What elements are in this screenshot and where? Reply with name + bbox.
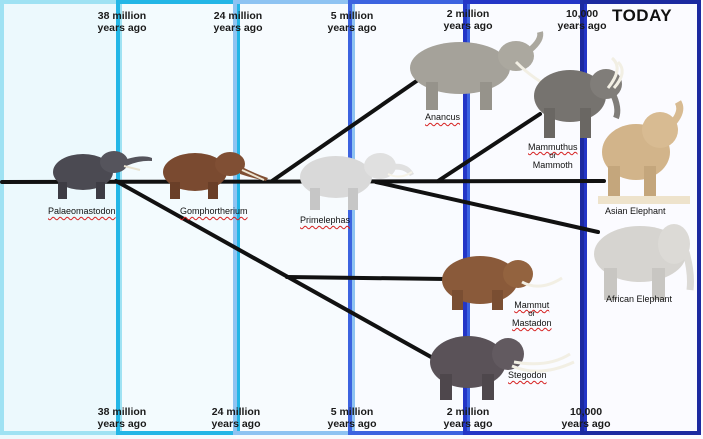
today-heading: TODAY	[612, 6, 673, 25]
label-primelephas: Primelephas	[300, 215, 351, 225]
era-frame-1	[0, 0, 122, 435]
label-african-elephant: African Elephant	[606, 294, 673, 304]
label-mastodon-line3: Mastadon	[512, 318, 552, 328]
time-label-line1: 10,000	[565, 8, 599, 20]
time-label-top-24m: 24 million years ago	[198, 10, 278, 34]
time-label-top-10k: 10,000 years ago	[542, 8, 622, 32]
primelephas-illustration	[300, 153, 414, 210]
gomphotherium-illustration	[163, 152, 268, 199]
time-label-line1: 24 million	[213, 10, 263, 22]
label-stegodon: Stegodon	[508, 370, 547, 380]
era-frame-5	[463, 0, 587, 435]
era-band-3	[236, 0, 352, 439]
anancus-illustration	[410, 31, 557, 110]
label-mammoth-line3: Mammoth	[532, 160, 573, 170]
time-label-bottom-10k: 10,000 years ago	[546, 406, 626, 430]
time-label-line2: years ago	[443, 20, 493, 32]
branch-to-stegodon	[114, 179, 442, 364]
time-label-line2: years ago	[561, 418, 611, 430]
era-frame-2	[116, 0, 240, 435]
label-mammoth-line2: or	[549, 151, 557, 160]
label-palaeomastodon: Palaeomastodon	[48, 206, 116, 216]
time-label-line2: years ago	[327, 418, 377, 430]
time-label-bottom-38m: 38 million years ago	[82, 406, 162, 430]
time-label-top-38m: 38 million years ago	[82, 10, 162, 34]
label-mastodon-line1: Mammut	[514, 300, 550, 310]
time-label-line2: years ago	[557, 20, 607, 32]
label-mastodon: Mammut or Mastadon	[512, 300, 552, 328]
era-frame-4	[348, 0, 470, 435]
time-label-line1: 24 million	[211, 406, 261, 418]
label-gomphotherium: Gomphortherium	[180, 206, 248, 216]
label-mammoth: Mammuthus or Mammoth	[528, 142, 578, 170]
time-label-bottom-2m: 2 million years ago	[428, 406, 508, 430]
time-label-line2: years ago	[97, 22, 147, 34]
era-frame-3	[233, 0, 355, 435]
time-label-bottom-24m: 24 million years ago	[196, 406, 276, 430]
era-band-1	[0, 0, 118, 439]
branch-to-anancus	[270, 78, 420, 183]
time-label-line2: years ago	[213, 22, 263, 34]
time-label-line1: 5 million	[330, 10, 374, 22]
time-label-top-5m: 5 million years ago	[312, 10, 392, 34]
time-label-line1: 10,000	[569, 406, 603, 418]
era-frame-6	[580, 0, 701, 435]
time-label-line2: years ago	[211, 418, 261, 430]
mammoth-illustration	[534, 56, 624, 138]
asian-elephant-illustration	[598, 100, 690, 204]
time-label-line1: 38 million	[97, 406, 147, 418]
time-label-top-2m: 2 million years ago	[428, 8, 508, 32]
branch-to-african	[374, 180, 600, 234]
time-label-line1: 5 million	[330, 406, 374, 418]
mastodon-illustration	[442, 256, 563, 310]
label-anancus: Anancus	[425, 112, 461, 122]
era-band-2	[118, 0, 236, 439]
label-asian-elephant: Asian Elephant	[605, 206, 666, 216]
time-label-line2: years ago	[97, 418, 147, 430]
branch-to-mammoth	[436, 112, 542, 183]
african-elephant-illustration	[594, 224, 694, 300]
time-label-line2: years ago	[443, 418, 493, 430]
label-mammoth-line1: Mammuthus	[528, 142, 578, 152]
time-label-bottom-5m: 5 million years ago	[312, 406, 392, 430]
time-label-line2: years ago	[327, 22, 377, 34]
time-label-line1: 38 million	[97, 10, 147, 22]
time-label-line1: 2 million	[446, 8, 490, 20]
branch-to-mastodon	[285, 275, 448, 281]
time-label-line1: 2 million	[446, 406, 490, 418]
stegodon-illustration	[430, 336, 575, 400]
palaeomastodon-illustration	[53, 151, 152, 199]
label-mastodon-line2: or	[528, 309, 536, 318]
